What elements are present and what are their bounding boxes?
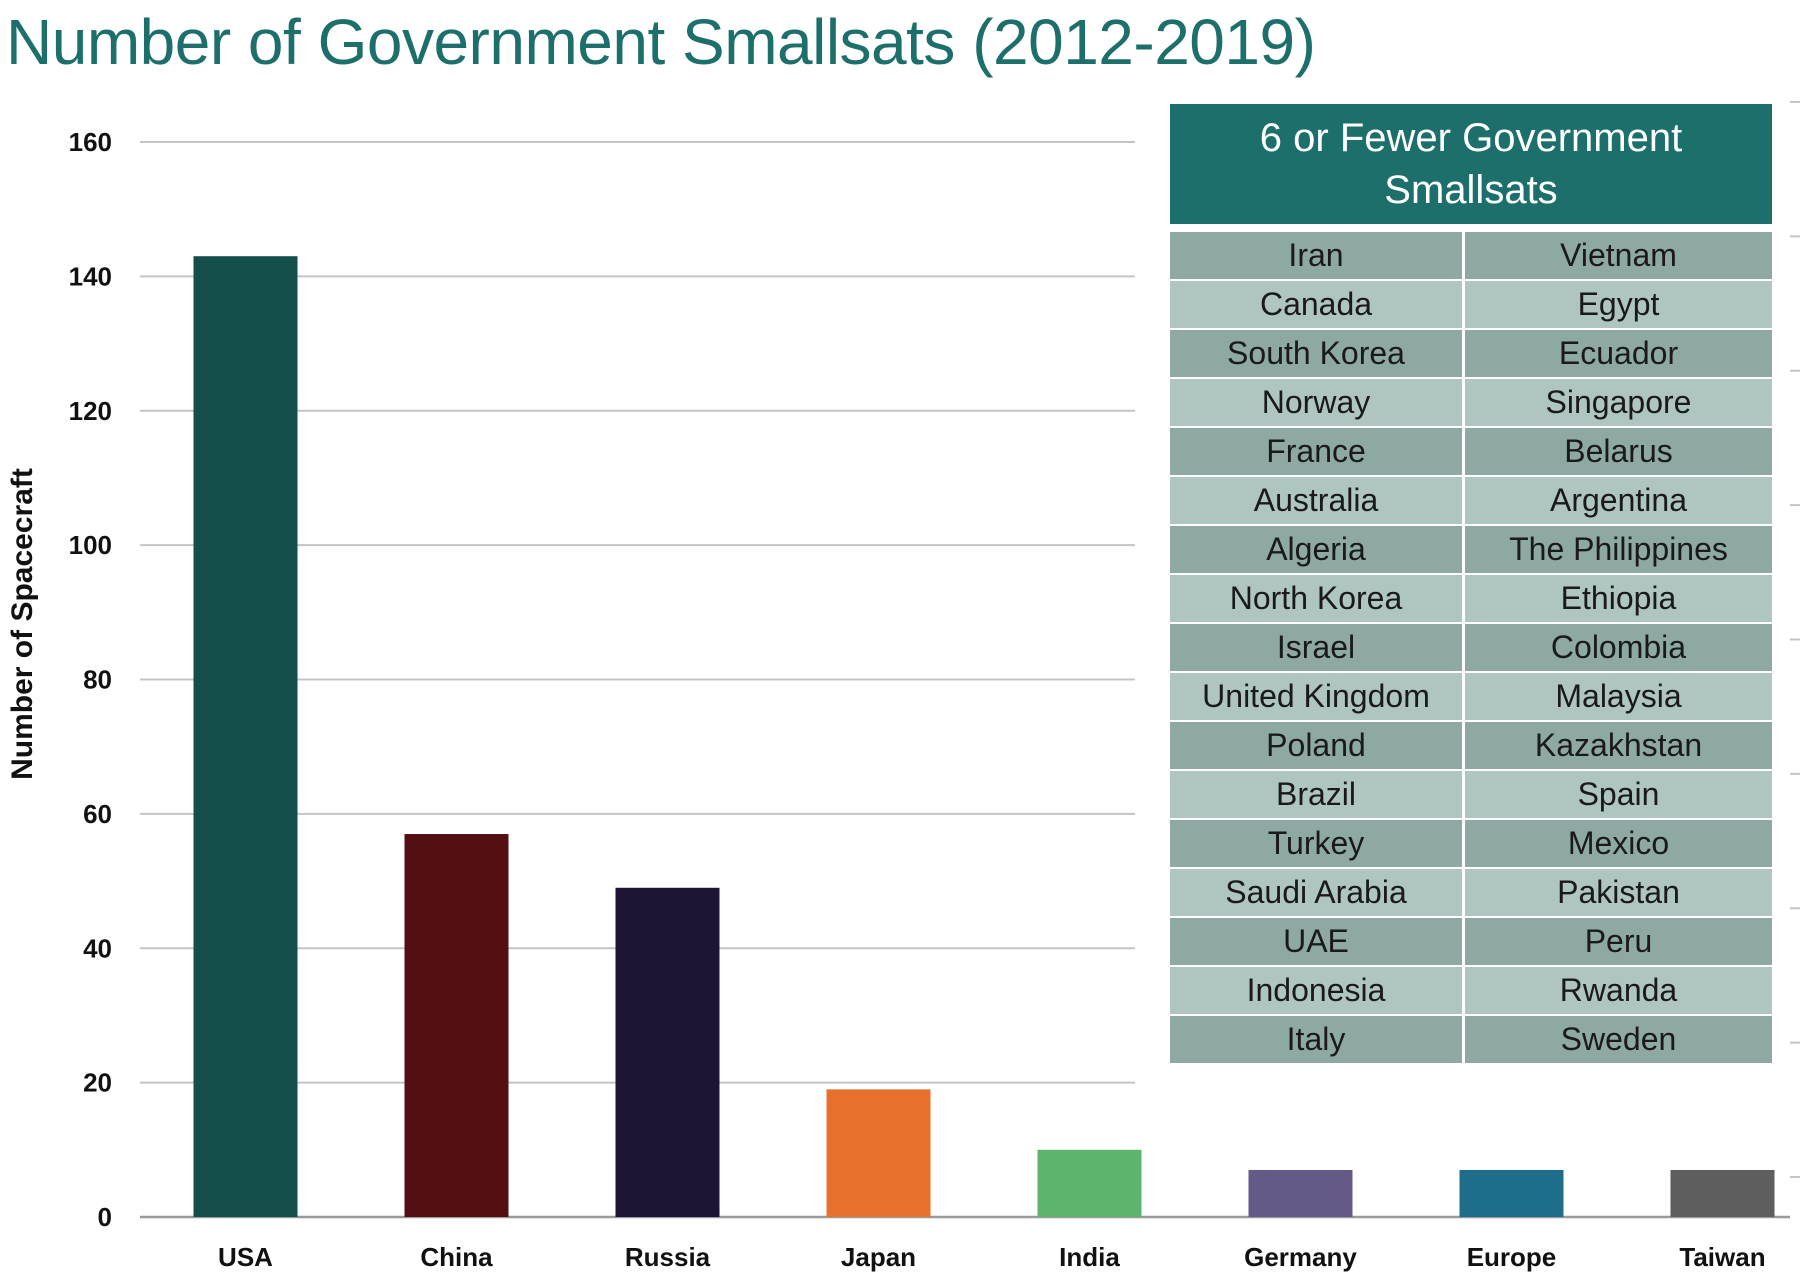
y-tick-label: 20 (83, 1068, 112, 1098)
bar-russia (615, 887, 720, 1217)
bar-japan (826, 1089, 931, 1217)
inset-country-cell: Israel (1170, 624, 1465, 671)
inset-country-cell: Belarus (1564, 433, 1673, 469)
x-tick-label-germany: Germany (1244, 1242, 1357, 1272)
inset-table-row: Poland Kazakhstan (1170, 722, 1772, 771)
inset-table-row: Algeria The Philippines (1170, 526, 1772, 575)
x-tick-label-usa: USA (218, 1242, 273, 1272)
y-tick-label: 100 (69, 530, 112, 560)
inset-table-header: 6 or Fewer Government Smallsats (1170, 104, 1772, 224)
inset-country-cell: Poland (1170, 722, 1465, 769)
inset-country-cell: Egypt (1577, 286, 1660, 322)
inset-table-row: South Korea Ecuador (1170, 330, 1772, 379)
right-edge-ticks (1790, 101, 1800, 1178)
inset-table-row: Iran Vietnam (1170, 232, 1772, 281)
inset-country-cell: Algeria (1170, 526, 1465, 573)
inset-country-cell: Pakistan (1557, 874, 1680, 910)
x-axis-ticks: USA China Russia Japan India Germany Europe Tai… (218, 1242, 1766, 1272)
inset-country-cell: Saudi Arabia (1170, 869, 1465, 916)
inset-table-row: UAE Peru (1170, 918, 1772, 967)
inset-country-cell: South Korea (1170, 330, 1465, 377)
inset-table-row: United Kingdom Malaysia (1170, 673, 1772, 722)
y-tick-label: 40 (83, 933, 112, 963)
inset-table-row: Norway Singapore (1170, 379, 1772, 428)
inset-country-cell: Malaysia (1555, 678, 1682, 714)
inset-country-cell: Brazil (1170, 771, 1465, 818)
y-tick-label: 60 (83, 799, 112, 829)
x-tick-label-taiwan: Taiwan (1679, 1242, 1765, 1272)
inset-country-cell: Australia (1170, 477, 1465, 524)
inset-country-cell: Peru (1584, 923, 1653, 959)
inset-country-cell: UAE (1170, 918, 1465, 965)
inset-country-cell: Iran (1170, 232, 1465, 279)
inset-country-cell: Indonesia (1170, 967, 1465, 1014)
inset-table-row: Saudi Arabia Pakistan (1170, 869, 1772, 918)
bars (193, 256, 1775, 1217)
y-axis-ticks: 0 20 40 60 80 100 120 140 160 (69, 127, 112, 1232)
inset-table-row: Brazil Spain (1170, 771, 1772, 820)
inset-table-row: Indonesia Rwanda (1170, 967, 1772, 1016)
inset-country-cell: Italy (1170, 1016, 1465, 1063)
inset-country-cell: Colombia (1550, 629, 1687, 665)
inset-table-row: Italy Sweden (1170, 1016, 1772, 1065)
inset-table-row: Canada Egypt (1170, 281, 1772, 330)
y-tick-label: 120 (69, 396, 112, 426)
y-tick-label: 0 (98, 1202, 112, 1232)
y-tick-label: 160 (69, 127, 112, 157)
y-tick-label: 80 (83, 665, 112, 695)
x-tick-label-japan: Japan (841, 1242, 916, 1272)
inset-table-row: North Korea Ethiopia (1170, 575, 1772, 624)
inset-table-row: France Belarus (1170, 428, 1772, 477)
chart-title: Number of Government Smallsats (2012-201… (6, 6, 1316, 78)
inset-country-cell: Rwanda (1559, 972, 1678, 1008)
x-tick-label-russia: Russia (625, 1242, 711, 1272)
inset-country-cell: United Kingdom (1170, 673, 1465, 720)
inset-table-row: Australia Argentina (1170, 477, 1772, 526)
inset-country-cell: The Philippines (1509, 531, 1728, 567)
bar-china (404, 834, 509, 1217)
bar-taiwan (1670, 1169, 1775, 1217)
inset-country-cell: Norway (1170, 379, 1465, 426)
bar-europe (1459, 1169, 1564, 1217)
inset-country-cell: Mexico (1567, 825, 1670, 861)
inset-country-cell: North Korea (1170, 575, 1465, 622)
inset-country-cell: Canada (1170, 281, 1465, 328)
inset-country-cell: Spain (1577, 776, 1660, 812)
inset-country-cell: Vietnam (1560, 237, 1677, 273)
inset-country-cell: Ecuador (1558, 335, 1679, 371)
inset-country-cell: Singapore (1545, 384, 1692, 420)
inset-country-cell: Argentina (1550, 482, 1687, 518)
y-axis-title: Number of Spacecraft (6, 468, 39, 780)
inset-country-cell: Sweden (1560, 1021, 1677, 1057)
inset-country-cell: Kazakhstan (1534, 727, 1703, 763)
x-tick-label-india: India (1059, 1242, 1120, 1272)
inset-table-row: Israel Colombia (1170, 624, 1772, 673)
inset-country-table: 6 or Fewer Government Smallsats Iran Viet… (1170, 104, 1772, 1065)
inset-table-row: Turkey Mexico (1170, 820, 1772, 869)
x-tick-label-europe: Europe (1467, 1242, 1557, 1272)
bar-usa (193, 256, 298, 1217)
y-tick-label: 140 (69, 261, 112, 291)
inset-country-cell: Ethiopia (1560, 580, 1677, 616)
inset-country-cell: Turkey (1170, 820, 1465, 867)
x-tick-label-china: China (420, 1242, 493, 1272)
bar-germany (1248, 1169, 1353, 1217)
bar-india (1037, 1149, 1142, 1217)
inset-country-cell: France (1170, 428, 1465, 475)
inset-table-body: Iran Vietnam Canada Egypt South Korea Ecuador… (1170, 232, 1772, 1065)
